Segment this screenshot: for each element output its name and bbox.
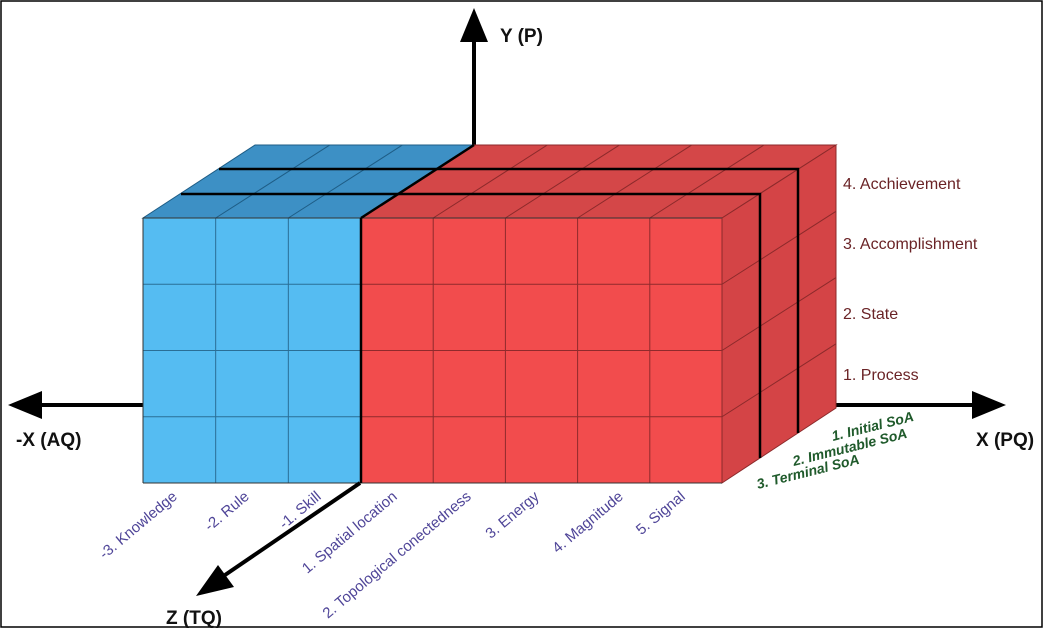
neg-x-axis-label: -X (AQ): [16, 430, 81, 451]
grid-line-red-top: [505, 144, 620, 219]
grid-line-blue-top: [288, 144, 403, 219]
z-axis-arrowhead: [196, 565, 234, 596]
level-label-process: 1. Process: [843, 367, 919, 384]
y-axis-arrowhead: [460, 8, 488, 42]
grid-line-red-top: [649, 144, 765, 219]
neg-x-axis-arrowhead: [8, 391, 42, 419]
grid-line-side-diagonal: [721, 277, 837, 351]
z-axis-line: [223, 481, 362, 577]
soa-layer-line-1: [219, 167, 800, 433]
z-axis-label: Z (TQ): [166, 608, 222, 628]
grid-line-blue-top: [215, 144, 330, 219]
grid-line-side-diagonal: [721, 210, 837, 285]
grid-line-red-top: [577, 144, 692, 219]
cube-grid: [142, 144, 837, 484]
level-label-accomplishment: 3. Accomplishment: [843, 236, 978, 253]
soa-layer-line-2: [181, 192, 762, 458]
grid-line-side-diagonal: [721, 343, 837, 418]
level-label-achievement: 4. Acchievement: [843, 176, 961, 193]
x-axis-arrowhead: [972, 391, 1006, 419]
x-axis-label: X (PQ): [976, 430, 1034, 451]
y-axis-label: Y (P): [500, 26, 543, 47]
level-label-state: 2. State: [843, 306, 898, 323]
grid-line-red-top: [432, 144, 548, 219]
blue-red-boundary-top: [360, 143, 475, 220]
